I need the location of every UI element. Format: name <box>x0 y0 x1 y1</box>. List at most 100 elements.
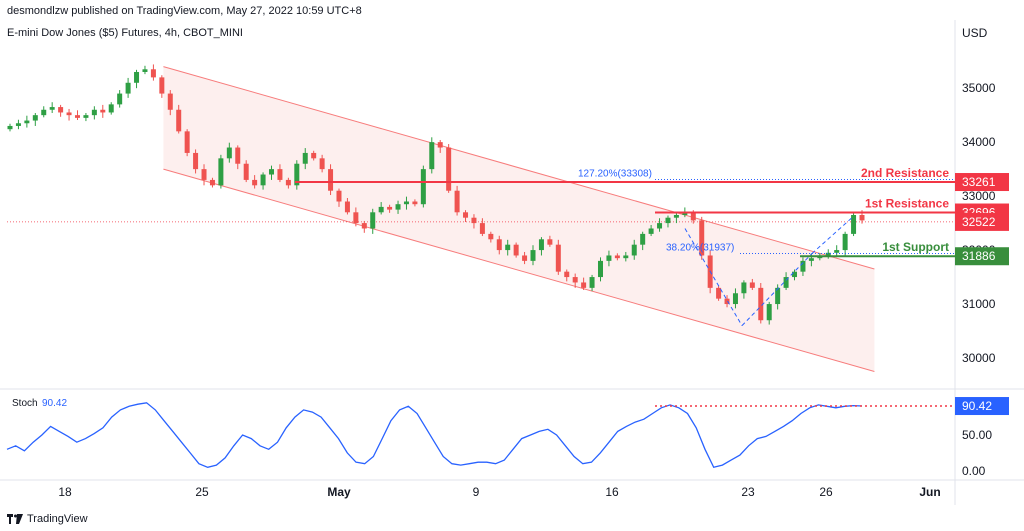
x-tick-label: 16 <box>605 485 619 499</box>
x-tick-label: 23 <box>741 485 755 499</box>
candle-body <box>547 239 553 245</box>
candle-body <box>226 147 232 159</box>
footer-brand: TradingView <box>7 513 88 525</box>
candle-body <box>505 244 511 251</box>
candle-body <box>673 215 679 218</box>
candle-body <box>243 163 249 180</box>
candle-body <box>167 93 173 110</box>
publish-info: desmondlzw published on TradingView.com,… <box>7 5 362 17</box>
candle-body <box>800 260 806 272</box>
candle-body <box>446 147 452 191</box>
candle-body <box>117 93 123 105</box>
currency-label: USD <box>962 26 988 40</box>
candle-body <box>581 282 587 288</box>
candle-body <box>159 77 165 94</box>
candle-body <box>277 169 283 180</box>
candle-body <box>218 158 224 186</box>
candle-body <box>41 109 47 116</box>
candle-body <box>749 282 755 288</box>
candle-body <box>665 217 671 224</box>
x-tick-label: 26 <box>819 485 833 499</box>
candle-body <box>842 233 848 251</box>
candle-body <box>370 212 376 229</box>
price-tag <box>955 212 1009 231</box>
stoch-line <box>6 402 863 469</box>
candle-body <box>353 212 359 224</box>
candle-body <box>834 250 840 253</box>
stoch-value: 90.42 <box>42 398 67 409</box>
candle-body <box>361 223 367 229</box>
fib-127-label: 127.20%(33308) <box>578 168 652 179</box>
candle-body <box>100 109 106 113</box>
candle-body <box>193 152 199 170</box>
price-tag <box>955 173 1009 192</box>
candle-body <box>648 228 654 234</box>
candle-body <box>328 169 334 191</box>
candle-body <box>496 239 502 251</box>
y-tick-label: 31000 <box>962 297 996 311</box>
candle-body <box>614 255 620 259</box>
y-tick-label: 35000 <box>962 81 996 95</box>
stoch-value-tag-label: 90.42 <box>962 399 992 413</box>
candle-body <box>302 152 308 164</box>
candle-body <box>792 271 798 278</box>
level-label-1st-support: 1st Support <box>882 240 949 254</box>
candle-body <box>108 104 114 113</box>
candle-body <box>269 169 275 175</box>
candle-body <box>775 287 781 305</box>
candle-body <box>859 215 865 221</box>
y-tick-label: 30000 <box>962 351 996 365</box>
candle-body <box>429 142 435 170</box>
candle-body <box>134 71 140 83</box>
fib-382-label: 38.20%(31937) <box>666 242 734 253</box>
level-label-1st-resistance: 1st Resistance <box>865 197 949 211</box>
candle-body <box>657 223 663 229</box>
stoch-value-tag <box>955 397 1009 416</box>
candle-body <box>597 260 603 278</box>
candle-body <box>344 201 350 213</box>
channel-lower-line <box>163 168 875 372</box>
candle-body <box>851 215 857 234</box>
candle-body <box>319 158 325 170</box>
candle-body <box>488 233 494 240</box>
candle-body <box>606 255 612 261</box>
candle-body <box>463 212 469 218</box>
candle-body <box>766 304 772 321</box>
symbol-title: E-mini Dow Jones ($5) Futures, 4h, CBOT_… <box>7 27 243 39</box>
candle-body <box>513 244 519 256</box>
candle-body <box>336 190 342 202</box>
x-tick-label: 18 <box>58 485 72 499</box>
candle-body <box>741 282 747 294</box>
candle-body <box>125 82 131 94</box>
candle-body <box>142 69 148 72</box>
candle-body <box>564 271 570 278</box>
fib-projection-leg <box>741 253 813 326</box>
candle-body <box>825 252 831 256</box>
channel-fill <box>163 66 875 372</box>
candle-body <box>285 179 291 186</box>
candle-body <box>530 250 536 261</box>
stoch-y-tick-label: 0.00 <box>962 464 986 478</box>
x-tick-label: 9 <box>473 485 480 499</box>
candle-body <box>24 120 30 124</box>
candle-body <box>49 107 55 110</box>
candle-body <box>176 109 182 132</box>
candle-body <box>412 201 418 205</box>
candle-body <box>150 69 156 78</box>
candle-body <box>32 115 38 121</box>
candle-body <box>538 239 544 251</box>
x-tick-label: May <box>327 485 351 499</box>
candle-body <box>631 244 637 256</box>
candle-body <box>420 169 426 205</box>
candle-body <box>724 298 730 305</box>
candle-body <box>294 163 300 186</box>
y-tick-label: 34000 <box>962 135 996 149</box>
candle-body <box>74 115 80 118</box>
candle-body <box>471 217 477 224</box>
candle-body <box>235 147 241 164</box>
candle-body <box>640 233 646 245</box>
candle-body <box>479 223 485 234</box>
candle-body <box>15 123 21 126</box>
candle-body <box>91 109 97 116</box>
